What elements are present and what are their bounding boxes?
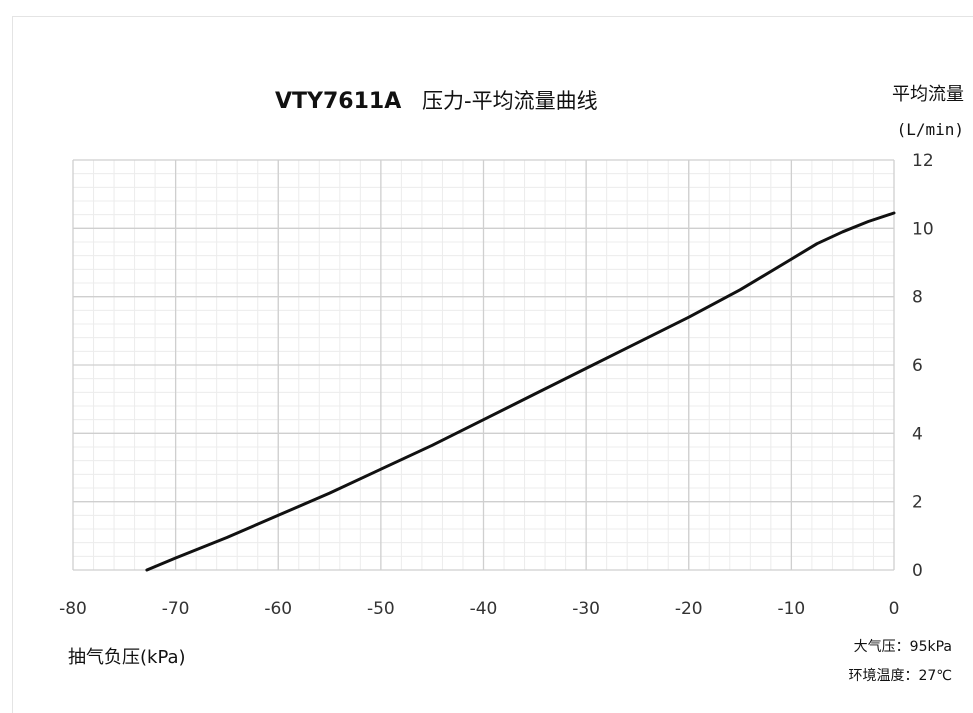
annotation-ambient-temperature: 环境温度：27℃	[848, 668, 952, 684]
chart-subtitle: 压力-平均流量曲线	[422, 89, 598, 113]
y-tick-label: 4	[912, 424, 923, 444]
x-axis-ticks: -80 -70 -60 -50 -40 -30 -20 -10 0	[59, 599, 899, 619]
chart-frame	[12, 16, 973, 713]
y-axis-label: 平均流量	[892, 84, 964, 105]
x-tick-label: -30	[572, 599, 600, 619]
annotation-atmospheric-pressure: 大气压：95kPa	[854, 639, 952, 655]
x-tick-label: -80	[59, 599, 87, 619]
x-tick-label: -60	[264, 599, 292, 619]
y-tick-label: 6	[912, 356, 923, 376]
y-axis-unit: (L/min)	[897, 120, 964, 139]
x-tick-label: -40	[470, 599, 498, 619]
major-grid	[72, 159, 895, 571]
y-tick-label: 8	[912, 288, 923, 308]
x-tick-label: -70	[162, 599, 190, 619]
y-tick-label: 12	[912, 151, 934, 171]
y-axis-ticks: 0 2 4 6 8 10 12	[912, 151, 934, 581]
x-tick-label: -10	[777, 599, 805, 619]
x-tick-label: -50	[367, 599, 395, 619]
x-tick-label: 0	[889, 599, 900, 619]
x-tick-label: -20	[675, 599, 703, 619]
series-line-flow	[145, 211, 896, 572]
y-tick-label: 10	[912, 219, 934, 239]
x-axis-label: 抽气负压(kPa)	[68, 647, 186, 668]
y-tick-label: 2	[912, 493, 923, 513]
chart-title: VTY7611A	[275, 89, 401, 114]
y-tick-label: 0	[912, 561, 923, 581]
